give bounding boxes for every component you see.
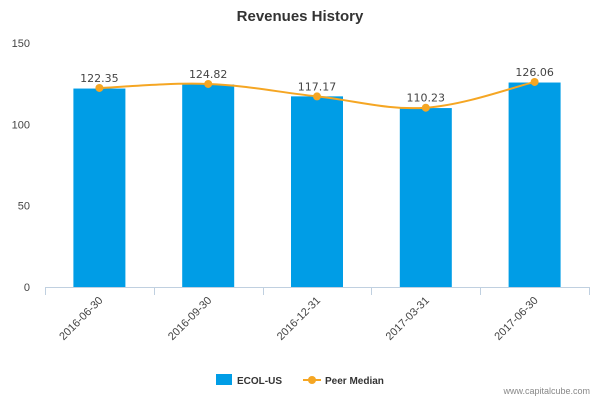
peer-median-data-label: 117.17 xyxy=(298,80,337,93)
x-tick-label: 2016-09-30 xyxy=(166,295,214,343)
x-tick-label: 2016-06-30 xyxy=(57,295,105,343)
bar-ecol-us xyxy=(399,108,452,287)
y-tick-label: 50 xyxy=(18,201,30,213)
bar-ecol-us xyxy=(508,82,561,287)
peer-median-point xyxy=(95,83,104,92)
data-labels: 122.35 124.82 117.17 110.23 126.06 xyxy=(80,66,554,105)
x-tick-label: 2017-03-31 xyxy=(384,295,432,343)
y-tick-label: 100 xyxy=(12,119,30,131)
peer-median-data-label: 124.82 xyxy=(189,68,228,81)
source-credit: www.capitalcube.com xyxy=(502,386,590,396)
bar-ecol-us xyxy=(182,84,235,287)
peer-median-point xyxy=(421,103,430,112)
y-tick-label: 0 xyxy=(24,282,30,294)
legend-label-ecol[interactable]: ECOL-US xyxy=(237,376,282,387)
legend-swatch-ecol[interactable] xyxy=(216,374,232,385)
legend-swatch-peer-marker[interactable] xyxy=(308,376,316,384)
peer-median-point xyxy=(530,77,539,86)
y-tick-label: 150 xyxy=(12,38,30,50)
bar-ecol-us xyxy=(73,88,126,288)
legend-label-peer[interactable]: Peer Median xyxy=(325,376,384,387)
peer-median-point xyxy=(313,92,321,101)
chart-title: Revenues History xyxy=(237,8,364,25)
peer-median-data-label: 126.06 xyxy=(515,66,554,79)
peer-median-data-label: 110.23 xyxy=(407,92,446,105)
x-tick-label: 2017-06-30 xyxy=(492,295,540,343)
line-series xyxy=(95,77,539,112)
x-tick-label: 2016-12-31 xyxy=(275,295,323,343)
bar-series xyxy=(73,82,561,288)
peer-median-point xyxy=(204,79,213,88)
legend[interactable]: ECOL-US Peer Median xyxy=(216,374,384,387)
peer-median-data-label: 122.35 xyxy=(80,72,119,85)
bar-ecol-us xyxy=(291,96,343,287)
